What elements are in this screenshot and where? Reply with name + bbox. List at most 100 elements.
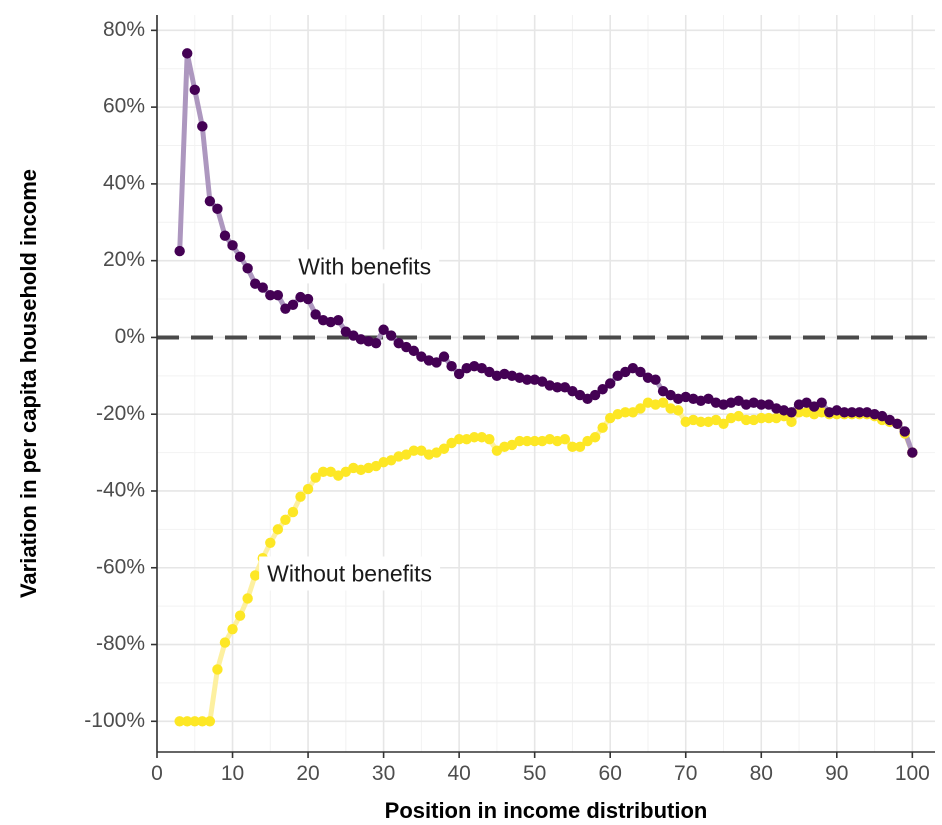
data-point bbox=[204, 195, 216, 207]
annotation-label-0: With benefits bbox=[298, 253, 431, 279]
annotation-background bbox=[259, 556, 441, 591]
data-point bbox=[431, 357, 442, 368]
series-group bbox=[174, 48, 918, 727]
y-tick-label: 40% bbox=[103, 171, 145, 194]
data-point bbox=[378, 324, 389, 335]
x-tick-label: 50 bbox=[523, 762, 546, 785]
data-point bbox=[242, 593, 253, 604]
data-point bbox=[227, 623, 238, 635]
data-point bbox=[197, 121, 208, 132]
data-point bbox=[302, 483, 314, 495]
annotations: With benefits Without benefits bbox=[259, 249, 441, 591]
data-point bbox=[370, 337, 382, 349]
x-tick-label: 90 bbox=[825, 762, 848, 785]
data-point bbox=[310, 309, 321, 320]
data-point bbox=[567, 441, 578, 453]
data-point bbox=[854, 407, 865, 418]
data-point bbox=[242, 263, 253, 274]
x-axis-title: Position in income distribution bbox=[385, 798, 708, 823]
data-point bbox=[212, 203, 223, 215]
x-tick-label: 100 bbox=[895, 762, 930, 785]
data-point bbox=[657, 397, 669, 408]
data-point bbox=[793, 407, 805, 418]
data-point bbox=[257, 282, 268, 293]
y-tick-label: 80% bbox=[103, 18, 145, 41]
data-point bbox=[650, 374, 661, 385]
x-tick-label: 10 bbox=[221, 762, 244, 785]
data-point bbox=[265, 537, 276, 548]
y-axis-title: Variation in per capita household income bbox=[16, 169, 41, 598]
data-point bbox=[385, 330, 397, 341]
data-point bbox=[484, 433, 495, 445]
data-point bbox=[265, 290, 276, 301]
data-point bbox=[892, 418, 903, 430]
data-point bbox=[272, 290, 284, 301]
y-tick-label: -40% bbox=[96, 479, 145, 502]
data-point bbox=[408, 345, 420, 357]
data-point bbox=[469, 432, 480, 443]
y-tick-label: 60% bbox=[103, 95, 145, 118]
data-point bbox=[786, 407, 797, 418]
data-point bbox=[907, 447, 918, 458]
data-point bbox=[197, 716, 208, 727]
data-point bbox=[182, 48, 193, 59]
data-point bbox=[635, 366, 646, 378]
data-point bbox=[182, 716, 193, 727]
data-point bbox=[786, 416, 797, 428]
x-tick-label: 0 bbox=[151, 762, 163, 785]
data-point bbox=[605, 378, 616, 389]
data-point bbox=[521, 374, 533, 385]
data-point bbox=[620, 407, 631, 418]
data-point bbox=[333, 314, 344, 326]
data-point bbox=[310, 472, 321, 483]
x-tick-label: 60 bbox=[599, 762, 622, 785]
y-tick-label: -100% bbox=[84, 709, 145, 732]
axes: -100% -80% -60% -40% -20% 0% 20% 40% 60% 80% 0 10 20… bbox=[84, 15, 935, 785]
data-point bbox=[204, 716, 216, 727]
data-point bbox=[234, 610, 246, 621]
data-point bbox=[227, 240, 238, 251]
x-tick-label: 30 bbox=[372, 762, 395, 785]
data-point bbox=[438, 443, 450, 454]
data-point bbox=[219, 230, 231, 241]
data-point bbox=[234, 251, 246, 263]
data-point bbox=[695, 416, 707, 428]
annotation-background bbox=[290, 249, 440, 284]
data-point bbox=[740, 414, 752, 426]
data-point bbox=[597, 384, 608, 395]
y-tick-label: 0% bbox=[115, 325, 145, 348]
data-point bbox=[763, 412, 775, 424]
data-point bbox=[552, 382, 563, 393]
data-point bbox=[839, 407, 850, 418]
x-tick-label: 40 bbox=[447, 762, 470, 785]
data-point bbox=[317, 466, 329, 477]
x-tick-label: 20 bbox=[296, 762, 319, 785]
data-point bbox=[272, 524, 284, 535]
data-point bbox=[189, 716, 200, 727]
data-point bbox=[718, 418, 729, 430]
data-point bbox=[302, 293, 314, 305]
x-tick-label: 70 bbox=[674, 762, 697, 785]
data-point bbox=[408, 445, 420, 456]
annotation-label-1: Without benefits bbox=[267, 561, 432, 587]
data-point bbox=[672, 405, 684, 416]
data-point bbox=[280, 514, 291, 525]
data-point bbox=[438, 351, 450, 362]
data-point bbox=[816, 397, 827, 408]
y-tick-label: -20% bbox=[96, 402, 145, 425]
data-point bbox=[529, 435, 540, 447]
x-tick-label: 80 bbox=[750, 762, 773, 785]
data-point bbox=[559, 433, 571, 445]
data-point bbox=[756, 412, 767, 424]
data-point bbox=[174, 716, 185, 727]
data-point bbox=[635, 403, 646, 414]
data-point bbox=[514, 435, 525, 447]
data-point bbox=[453, 368, 465, 380]
series-line-0 bbox=[177, 50, 915, 456]
data-point bbox=[597, 422, 608, 433]
data-point bbox=[589, 389, 601, 401]
data-point bbox=[521, 435, 533, 447]
data-point bbox=[287, 299, 299, 311]
y-tick-label: -80% bbox=[96, 632, 145, 655]
